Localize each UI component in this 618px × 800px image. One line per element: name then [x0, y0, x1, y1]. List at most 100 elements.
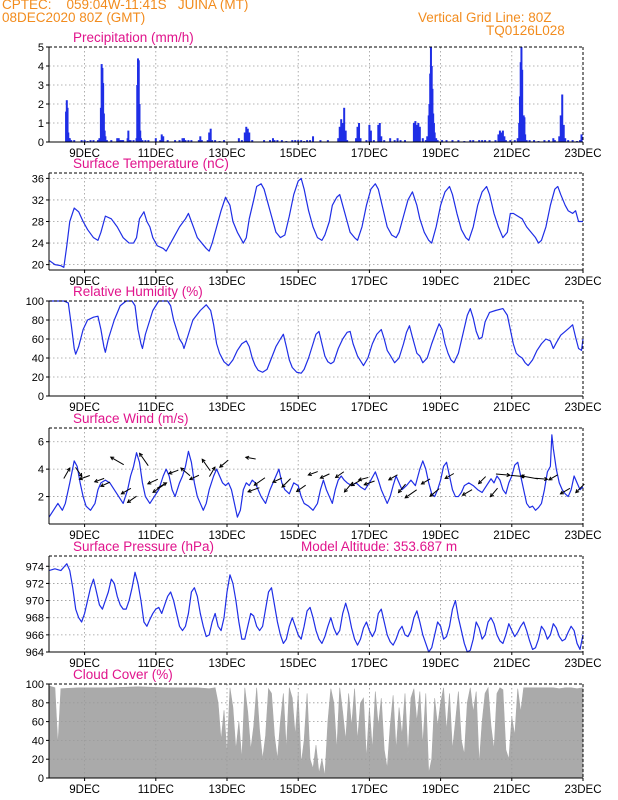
- x-tick-label: 19DEC: [422, 402, 459, 414]
- precip-bar: [415, 124, 418, 142]
- y-tick-label: 20: [32, 754, 44, 766]
- precip-bar: [139, 138, 142, 142]
- wind-arrow-shaft: [335, 471, 345, 478]
- y-tick-label: 60: [32, 334, 44, 346]
- precip-bar: [414, 121, 417, 142]
- precip-bar: [291, 140, 294, 142]
- precip-bar: [393, 140, 396, 142]
- wind-arrow: [548, 474, 558, 481]
- wind-arrow: [253, 477, 266, 486]
- precip-bar: [389, 138, 392, 142]
- precip-bar: [412, 123, 415, 142]
- wind-arrow-head: [387, 476, 393, 481]
- wind-arrow-head: [461, 491, 467, 496]
- y-tick-label: 970: [26, 596, 44, 608]
- precip-bar: [433, 132, 436, 142]
- precip-bar: [509, 140, 512, 142]
- x-tick-label: 17DEC: [351, 784, 388, 796]
- x-tick-label: 17DEC: [351, 530, 388, 542]
- wind-arrow: [244, 455, 256, 460]
- y-tick-label: 80: [32, 698, 44, 710]
- panel-3: 0 20 40 60 80 100 9DEC 11DEC 13DEC 15DEC 17DEC 19DE…: [26, 284, 602, 414]
- wind-arrow-shaft: [208, 466, 216, 477]
- precip-bar: [223, 140, 226, 142]
- wind-arrow-shaft: [94, 477, 105, 483]
- y-tick-label: 60: [32, 717, 44, 729]
- precip-bar: [513, 140, 516, 142]
- x-tick-label: 15DEC: [280, 402, 317, 414]
- precip-bar: [102, 113, 105, 142]
- y-tick-label: 968: [26, 613, 44, 625]
- panel-5: 964 966 968 970 972 974 9DEC 11DEC 13DEC 15DEC 17D…: [26, 539, 602, 670]
- x-tick-label: 19DEC: [422, 530, 459, 542]
- precip-bar: [504, 140, 507, 142]
- wind-arrow-shaft: [548, 474, 558, 481]
- wind-arrow-head: [548, 476, 553, 481]
- wind-arrow-head: [93, 478, 99, 483]
- precip-bar: [445, 140, 448, 142]
- precip-bar: [481, 140, 484, 142]
- wind-arrow: [307, 471, 318, 476]
- x-tick-label: 21DEC: [493, 402, 530, 414]
- precip-bar: [209, 128, 212, 142]
- precip-bar: [567, 140, 570, 142]
- precip-bar: [68, 138, 71, 142]
- precip-bar: [139, 130, 142, 142]
- precip-bar: [263, 140, 266, 142]
- precip-bar: [129, 140, 132, 142]
- precip-bar: [66, 107, 69, 142]
- precip-bar: [399, 140, 402, 142]
- precip-bar: [547, 140, 550, 142]
- precip-bar: [523, 117, 526, 142]
- x-tick-label: 19DEC: [422, 784, 459, 796]
- wind-arrow-head: [211, 466, 216, 471]
- precip-bar: [80, 140, 83, 142]
- x-tick-label: 15DEC: [280, 148, 317, 160]
- y-tick-label: 24: [32, 238, 44, 250]
- panel-title: Surface Temperature (nC): [73, 156, 229, 171]
- wind-arrow-head: [444, 475, 449, 480]
- wind-arrow: [397, 483, 406, 494]
- wind-arrow: [139, 452, 149, 466]
- x-tick-label: 13DEC: [208, 784, 245, 796]
- plot-area: [49, 301, 583, 396]
- wind-arrow-shaft: [560, 487, 571, 495]
- header-station: CPTEC: 059:04W-11:41S JUINA (MT): [2, 0, 249, 12]
- wind-arrow-shaft: [110, 456, 124, 466]
- x-tick-label: 11DEC: [138, 530, 174, 542]
- precip-bar: [174, 140, 177, 142]
- wind-arrow: [461, 489, 473, 496]
- precip-bar: [306, 140, 309, 142]
- x-tick-label: 13DEC: [208, 148, 245, 160]
- precip-bar: [358, 123, 361, 142]
- precip-bar: [564, 138, 567, 142]
- y-tick-label: 32: [32, 195, 44, 207]
- wind-arrow: [75, 467, 83, 478]
- wind-arrow-head: [99, 483, 105, 488]
- wind-arrow-shaft: [535, 477, 548, 480]
- precip-bar: [273, 140, 276, 142]
- header-grid-line: Vertical Grid Line: 80Z: [418, 10, 552, 25]
- precip-bar: [237, 138, 240, 142]
- wind-arrow-shaft: [462, 489, 473, 496]
- wind-arrow-shaft: [404, 489, 417, 499]
- precip-bar: [365, 140, 368, 142]
- panel-title: Surface Wind (m/s): [73, 411, 189, 426]
- wind-arrow: [99, 481, 111, 488]
- precip-bar: [269, 140, 272, 142]
- x-tick-label: 9DEC: [69, 148, 100, 160]
- precip-bar: [346, 140, 349, 142]
- precip-bar: [128, 140, 131, 142]
- precip-bar: [251, 140, 254, 142]
- panel-title: Relative Humidity (%): [73, 284, 203, 299]
- precip-bar: [561, 94, 564, 142]
- precip-bar: [355, 138, 358, 142]
- wind-arrow: [201, 458, 211, 472]
- wind-arrow-head: [559, 490, 564, 495]
- x-tick-label: 23DEC: [564, 402, 601, 414]
- precip-bar: [83, 140, 86, 142]
- precip-bar: [240, 140, 243, 142]
- y-tick-label: 80: [32, 315, 44, 327]
- wind-arrow-head: [307, 472, 312, 476]
- y-tick-label: 36: [32, 173, 44, 185]
